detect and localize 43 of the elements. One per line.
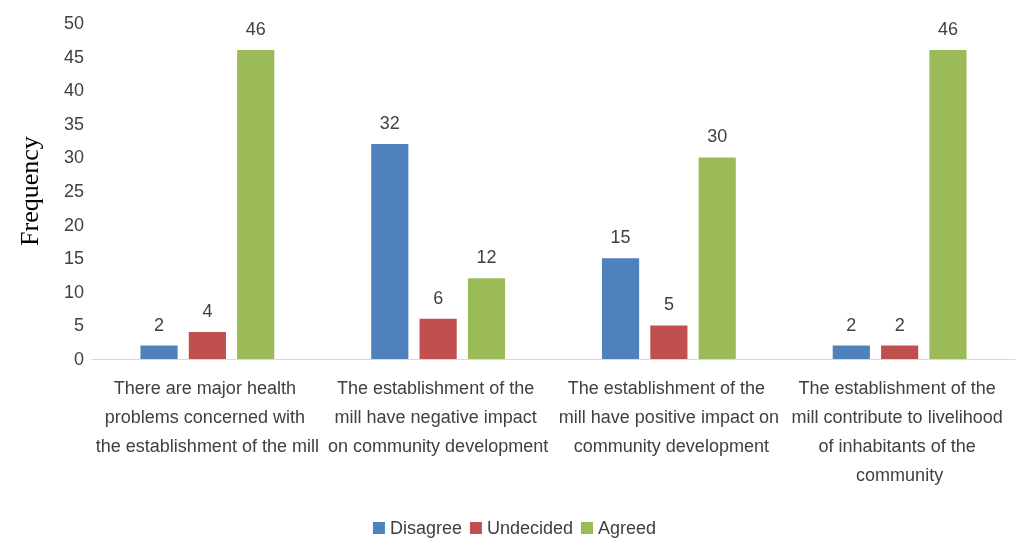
x-tick-label: The establishment of the mill have positive impact on community development: [558, 377, 779, 456]
data-label: 15: [610, 227, 631, 248]
y-tick-label: 10: [63, 281, 84, 302]
data-label: 46: [937, 18, 958, 39]
bar: [650, 325, 688, 359]
x-tick-label: The establishment of the mill contribute to livelihood of inhabitants of the community: [791, 377, 1008, 485]
data-label: 46: [245, 18, 266, 39]
data-label: 12: [476, 247, 497, 268]
y-tick-label: 25: [63, 181, 84, 201]
data-label: 6: [433, 287, 444, 308]
y-tick-label: 45: [63, 46, 84, 67]
data-label: 2: [846, 314, 857, 335]
bar: [832, 345, 870, 359]
bar: [467, 278, 506, 359]
x-tick-label: There are major health problems concerned with the establishment of the mill: [95, 377, 319, 456]
y-tick-label: 30: [63, 147, 84, 168]
y-axis-title: Frequency: [14, 136, 44, 246]
bar: [881, 345, 919, 359]
bar: [698, 157, 736, 359]
y-tick-label: 40: [63, 80, 84, 101]
y-tick-label: 35: [63, 113, 84, 134]
data-label: 2: [154, 314, 165, 335]
bar: [140, 345, 178, 359]
bar: [929, 49, 967, 359]
data-label: 5: [663, 294, 674, 315]
y-tick-label: 15: [63, 248, 84, 269]
legend-label: Agreed: [598, 518, 657, 538]
data-label: 32: [379, 112, 400, 133]
x-tick-label: The establishment of the mill have negative impact on community development: [328, 377, 549, 456]
legend-label: Disagree: [389, 518, 462, 538]
y-tick-label: 0: [73, 349, 84, 369]
y-tick-label: 20: [63, 214, 84, 235]
bar: [601, 258, 640, 359]
y-tick-label: 50: [63, 13, 84, 33]
bar: [237, 49, 275, 359]
bar: [371, 143, 409, 359]
data-label: 30: [707, 126, 728, 147]
bar: [419, 318, 457, 359]
data-label: 2: [894, 314, 905, 335]
data-label: 4: [202, 301, 213, 322]
legend-label: Undecided: [486, 518, 574, 538]
bar: [188, 332, 226, 359]
y-tick-label: 5: [73, 315, 84, 336]
